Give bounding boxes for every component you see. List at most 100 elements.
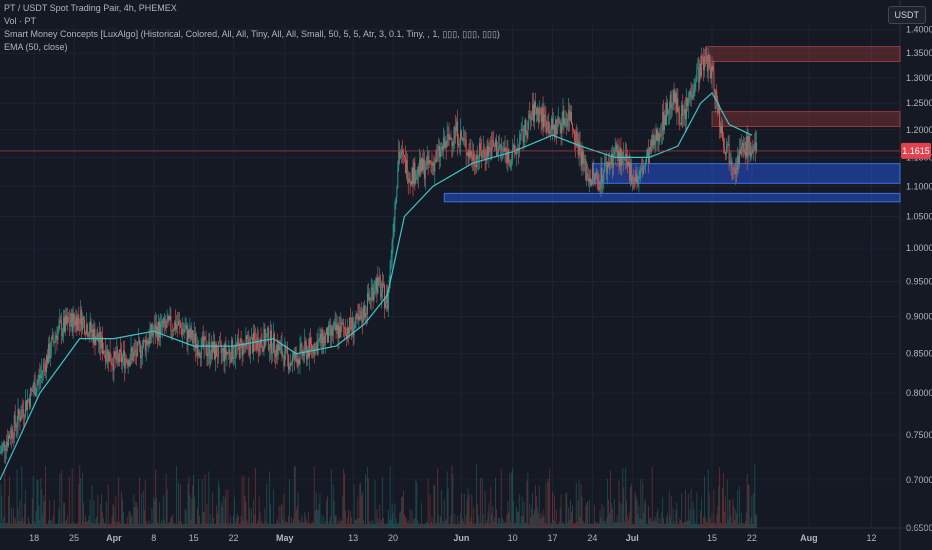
volume-bar <box>159 523 161 528</box>
volume-bar <box>70 523 72 528</box>
candle-body <box>637 179 639 184</box>
candle-body <box>419 159 421 176</box>
volume-bar <box>571 512 572 528</box>
candle-body <box>276 345 278 356</box>
candle-body <box>141 346 143 357</box>
volume-bar <box>105 501 107 528</box>
smc-zones <box>443 46 901 203</box>
candle-body <box>576 131 578 140</box>
volume-bar <box>355 519 357 528</box>
volume-bar <box>120 523 122 528</box>
candle-body <box>582 148 584 164</box>
candle-body <box>726 144 728 151</box>
smc-indicator-legend[interactable]: Smart Money Concepts [LuxAlgo] (Historic… <box>4 29 500 39</box>
candle-body <box>534 102 536 108</box>
volume-bar <box>724 496 726 528</box>
volume-bar <box>158 523 159 528</box>
volume-bar <box>196 523 197 528</box>
volume-bar <box>728 499 730 528</box>
candle-body <box>455 127 457 132</box>
volume-bar <box>259 512 261 528</box>
candle-body <box>305 340 307 346</box>
volume-bar <box>450 515 452 528</box>
candle-body <box>690 91 692 96</box>
candle-body <box>513 145 515 149</box>
y-tick-label: 0.8000 <box>906 388 932 398</box>
volume-bar <box>619 502 621 528</box>
volume-bar <box>641 519 643 528</box>
candle-body <box>57 329 59 340</box>
volume-bar <box>439 523 441 528</box>
candle-body <box>224 343 226 362</box>
candle-body <box>405 160 407 174</box>
volume-bar <box>245 501 247 528</box>
candle-body <box>355 313 357 324</box>
candle-body <box>671 104 673 109</box>
volume-bar <box>106 523 108 528</box>
ema-indicator-legend[interactable]: EMA (50, close) <box>4 42 68 52</box>
candle-body <box>532 104 534 117</box>
volume-bar <box>142 491 144 528</box>
volume-bar <box>699 523 701 528</box>
candle-body <box>692 95 694 98</box>
volume-bar <box>64 502 66 528</box>
candle-body <box>634 180 636 182</box>
volume-bars <box>0 464 758 528</box>
volume-bar <box>546 523 548 528</box>
volume-bar <box>191 498 193 528</box>
candle-body <box>24 416 26 417</box>
volume-bar <box>313 466 315 528</box>
candle-body <box>366 293 368 315</box>
volume-bar <box>492 506 494 528</box>
volume-bar <box>684 521 685 528</box>
candle-body <box>656 129 658 141</box>
candle-body <box>624 157 626 160</box>
candle-body <box>1 446 3 453</box>
volume-bar <box>74 523 76 528</box>
candle-body <box>674 92 676 103</box>
candle-body <box>561 124 563 133</box>
volume-bar <box>588 523 590 528</box>
currency-button[interactable]: USDT <box>887 6 926 24</box>
volume-bar <box>110 523 112 528</box>
candle-body <box>647 149 648 156</box>
candle-body <box>541 107 543 122</box>
candle-body <box>581 148 583 166</box>
volume-bar <box>359 484 361 528</box>
volume-bar <box>274 524 276 528</box>
candle-body <box>573 131 575 141</box>
volume-bar <box>138 523 140 528</box>
volume-bar <box>169 522 171 528</box>
volume-legend[interactable]: Vol · PT <box>4 16 37 26</box>
candle-body <box>533 104 534 122</box>
candle-body <box>382 283 384 292</box>
volume-bar <box>714 522 716 528</box>
volume-bar <box>364 523 366 528</box>
volume-bar <box>636 500 638 528</box>
candle-body <box>19 415 21 422</box>
candle-body <box>403 152 404 156</box>
candle-body <box>615 144 617 151</box>
volume-bar <box>652 522 654 528</box>
candle-body <box>670 94 672 109</box>
candle-body <box>654 139 656 146</box>
volume-bar <box>232 523 234 528</box>
candle-body <box>549 133 551 134</box>
symbol-title[interactable]: PT / USDT Spot Trading Pair, 4h, PHEMEX <box>4 3 177 13</box>
candle-body <box>569 110 571 121</box>
volume-bar <box>740 523 741 528</box>
volume-bar <box>294 466 296 528</box>
candle-body <box>174 321 176 331</box>
candle-body <box>28 398 30 407</box>
candle-body <box>616 144 618 158</box>
volume-bar <box>489 523 491 528</box>
candle-body <box>476 155 478 168</box>
candle-body <box>410 181 412 185</box>
volume-bar <box>440 516 441 528</box>
volume-bar <box>429 494 431 528</box>
candle-body <box>497 153 498 156</box>
candle-body <box>392 236 394 243</box>
candle-body <box>323 336 325 349</box>
volume-bar <box>65 521 66 528</box>
